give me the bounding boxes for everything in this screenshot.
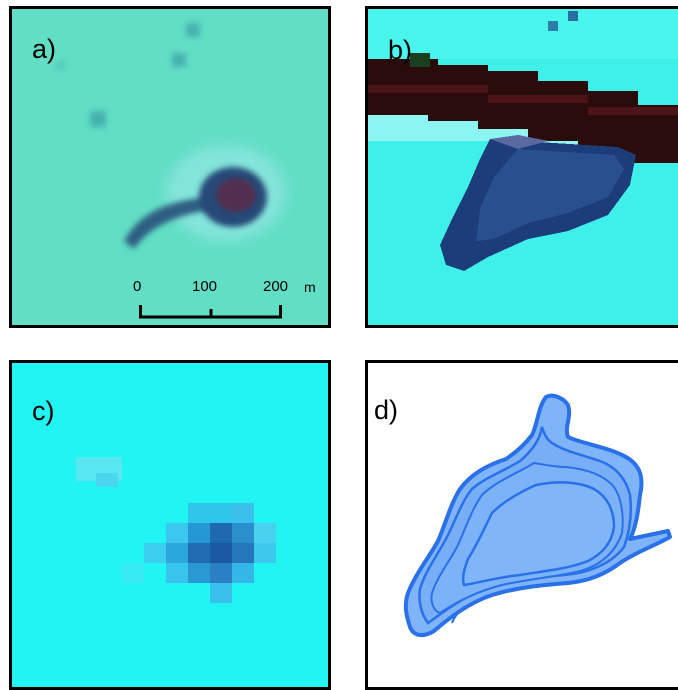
panel-b-aerial-image: b)	[365, 6, 678, 328]
scale-bar	[139, 305, 282, 319]
panel-c-label: c)	[32, 396, 55, 426]
panel-d-lake-outline: d)	[365, 360, 678, 690]
panel-a-label: a)	[32, 34, 57, 64]
panel-a-image	[12, 9, 328, 325]
panel-d-label: d)	[374, 395, 399, 425]
panel-d-image	[403, 393, 672, 638]
panel-b-image	[368, 9, 678, 325]
scale-unit: m	[304, 279, 316, 295]
panel-a-aerial-image: a) 0 100 200 m	[9, 6, 331, 328]
panel-c-aerial-image: c)	[9, 360, 331, 690]
scale-tick-0: 0	[133, 278, 142, 295]
scale-tick-200: 200	[263, 278, 289, 295]
scale-tick-100: 100	[192, 278, 218, 295]
panel-c-image	[12, 363, 328, 687]
panel-b-label: b)	[388, 35, 413, 65]
